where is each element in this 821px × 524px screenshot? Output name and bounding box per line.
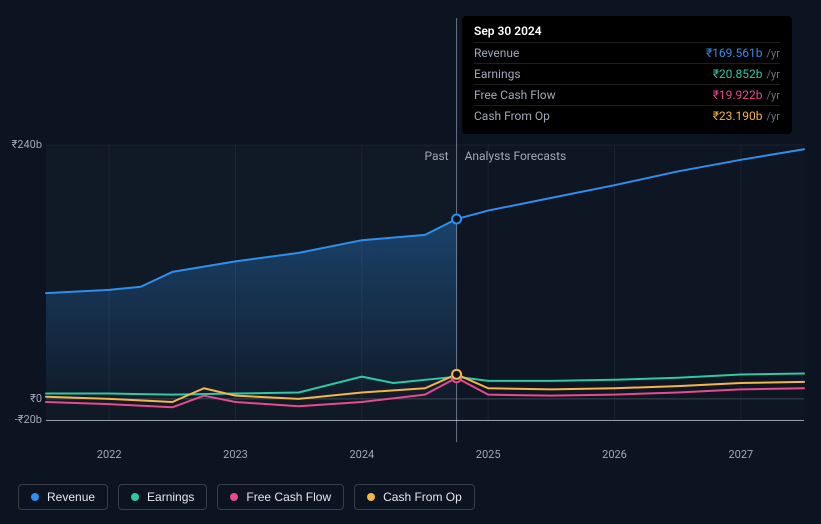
legend-dot-icon <box>131 493 139 501</box>
tooltip-row-label: Earnings <box>474 64 634 85</box>
x-tick-label: 2026 <box>602 448 627 461</box>
tooltip-row-earnings: Earnings₹20.852b/yr <box>474 64 780 85</box>
legend-item-fcf[interactable]: Free Cash Flow <box>217 484 344 510</box>
tooltip-row-label: Revenue <box>474 43 634 64</box>
x-tick-label: 2024 <box>349 448 374 461</box>
y-tick-label: -₹20b <box>2 413 42 426</box>
tooltip-row-label: Cash From Op <box>474 106 634 127</box>
legend-item-label: Free Cash Flow <box>246 490 331 504</box>
region-label-forecast: Analysts Forecasts <box>465 149 567 163</box>
tooltip-row-revenue: Revenue₹169.561b/yr <box>474 43 780 64</box>
legend-item-earnings[interactable]: Earnings <box>118 484 207 510</box>
financial-forecast-chart: ₹240b ₹0 -₹20b 2022 2023 2024 2025 2026 2027 Pa… <box>0 0 821 524</box>
x-tick-label: 2025 <box>476 448 501 461</box>
legend-dot-icon <box>230 493 238 501</box>
tooltip-row-cfop: Cash From Op₹23.190b/yr <box>474 106 780 127</box>
legend-dot-icon <box>31 493 39 501</box>
x-tick-label: 2023 <box>223 448 248 461</box>
tooltip-row-fcf: Free Cash Flow₹19.922b/yr <box>474 85 780 106</box>
legend-item-revenue[interactable]: Revenue <box>18 484 108 510</box>
tooltip-row-value: ₹23.190b/yr <box>634 106 780 127</box>
tooltip-row-value: ₹19.922b/yr <box>634 85 780 106</box>
chart-legend: Revenue Earnings Free Cash Flow Cash From O… <box>18 484 475 510</box>
legend-item-label: Revenue <box>47 490 95 504</box>
legend-dot-icon <box>367 493 375 501</box>
tooltip-row-label: Free Cash Flow <box>474 85 634 106</box>
region-label-past: Past <box>424 149 448 163</box>
tooltip-date: Sep 30 2024 <box>474 24 780 42</box>
legend-item-label: Earnings <box>147 490 194 504</box>
x-tick-label: 2022 <box>97 448 122 461</box>
tooltip-row-value: ₹169.561b/yr <box>634 43 780 64</box>
y-tick-label: ₹0 <box>2 392 42 405</box>
data-tooltip: Sep 30 2024 Revenue₹169.561b/yrEarnings₹… <box>462 16 792 134</box>
legend-item-cfop[interactable]: Cash From Op <box>354 484 475 510</box>
x-tick-label: 2027 <box>728 448 753 461</box>
legend-item-label: Cash From Op <box>383 490 462 504</box>
tooltip-table: Revenue₹169.561b/yrEarnings₹20.852b/yrFr… <box>474 42 780 126</box>
tooltip-row-value: ₹20.852b/yr <box>634 64 780 85</box>
y-tick-label: ₹240b <box>2 138 42 151</box>
